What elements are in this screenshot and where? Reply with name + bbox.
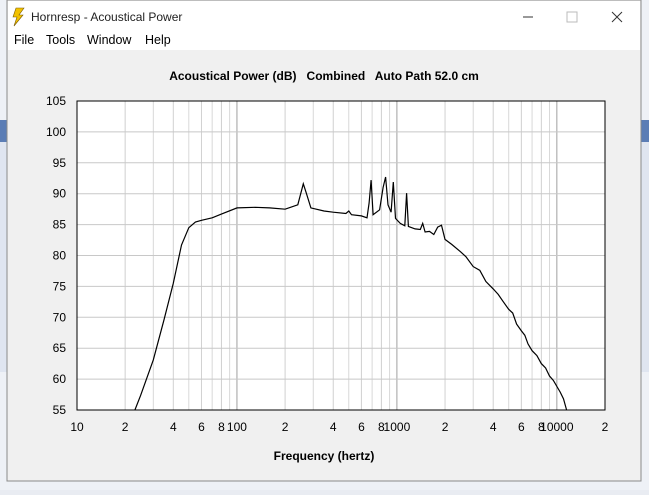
x-tick-label: 6 <box>358 420 365 434</box>
x-axis-label: Frequency (hertz) <box>274 449 375 463</box>
x-tick-label: 8 <box>538 420 545 434</box>
x-tick-label: 2 <box>602 420 609 434</box>
y-tick-label: 85 <box>53 218 67 232</box>
x-tick-label: 6 <box>198 420 205 434</box>
y-tick-label: 65 <box>53 341 67 355</box>
menu-item[interactable]: Tools <box>46 33 75 47</box>
y-tick-label: 55 <box>53 403 67 417</box>
x-tick-label: 2 <box>122 420 129 434</box>
y-tick-label: 70 <box>53 310 67 324</box>
x-tick-label: 4 <box>170 420 177 434</box>
menu-item[interactable]: Help <box>145 33 171 47</box>
x-tick-label: 10 <box>70 420 84 434</box>
window-title: Hornresp - Acoustical Power <box>31 10 182 24</box>
x-tick-label: 4 <box>490 420 497 434</box>
y-tick-label: 100 <box>46 125 66 139</box>
y-tick-label: 95 <box>53 156 67 170</box>
app-icon <box>12 7 25 27</box>
y-tick-label: 60 <box>53 372 67 386</box>
title-bar <box>8 1 640 32</box>
close-button[interactable] <box>611 11 623 23</box>
x-tick-label: 8 <box>218 420 225 434</box>
y-tick-label: 105 <box>46 94 66 108</box>
menu-bar <box>8 32 640 50</box>
x-tick-label: 8 <box>378 420 385 434</box>
data-line <box>134 176 568 411</box>
plot-frame <box>76 100 606 411</box>
x-tick-label: 10000 <box>540 420 574 434</box>
maximize-button[interactable] <box>566 11 578 23</box>
x-tick-label: 4 <box>330 420 337 434</box>
y-tick-label: 90 <box>53 187 67 201</box>
menu-item[interactable]: File <box>14 33 34 47</box>
x-tick-label: 100 <box>227 420 247 434</box>
x-tick-label: 2 <box>442 420 449 434</box>
chart-title: Acoustical Power (dB) Combined Auto Path… <box>169 69 479 83</box>
menu-item[interactable]: Window <box>87 33 132 47</box>
x-tick-label: 2 <box>282 420 289 434</box>
y-tick-label: 80 <box>53 249 67 263</box>
x-tick-label: 6 <box>518 420 525 434</box>
y-tick-label: 75 <box>53 279 67 293</box>
x-tick-label: 1000 <box>384 420 411 434</box>
